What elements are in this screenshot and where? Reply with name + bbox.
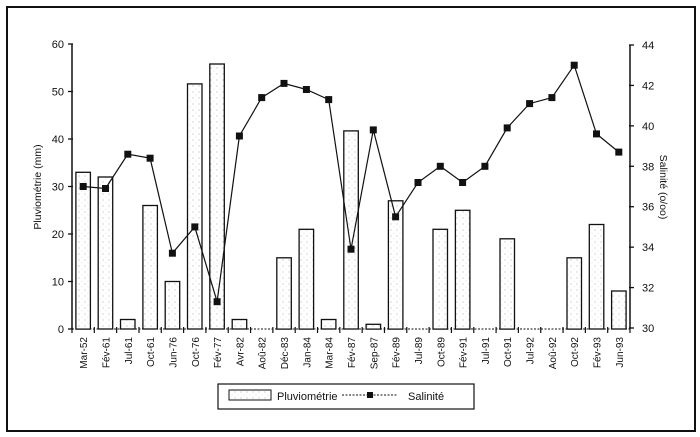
x-tick-label: Jul-61 bbox=[124, 337, 135, 365]
x-tick-label: Jan-84 bbox=[302, 337, 313, 368]
y-tick-label: 30 bbox=[52, 182, 64, 194]
salinite-marker-Oct-89 bbox=[436, 162, 444, 170]
bar-Oct-76 bbox=[186, 83, 203, 330]
salinite-marker-Fév-93 bbox=[593, 130, 600, 138]
y2-tick-label: 40 bbox=[642, 121, 654, 133]
y2-tick-label: 32 bbox=[642, 283, 654, 295]
x-tick-label: Avr-82 bbox=[235, 337, 246, 367]
salinite-marker-Fév-77 bbox=[213, 298, 221, 306]
x-tick-label: Fév-91 bbox=[459, 337, 470, 369]
salinite-marker-Jun-93 bbox=[615, 148, 623, 156]
x-tick-label: Aoû-92 bbox=[548, 337, 559, 370]
x-tick-label: Sep-87 bbox=[369, 337, 380, 370]
bar-Fév-93 bbox=[588, 223, 605, 330]
bar-Déc-83 bbox=[276, 257, 292, 330]
x-tick-label: Jul-91 bbox=[481, 337, 492, 365]
bar-Fév-91 bbox=[454, 209, 471, 330]
salinite-marker-Oct-61 bbox=[146, 154, 154, 162]
y-tick-label: 40 bbox=[52, 134, 64, 146]
category-labels: Mar-52 Fév-61 Jul-61 Oct-61 Jun-76 Oct-76 Fév-… bbox=[79, 337, 626, 370]
legend-label-pluviometrie: Pluviométrie bbox=[277, 391, 338, 403]
pluviometrie-swatch-icon bbox=[228, 389, 272, 401]
bar-Fév-61 bbox=[97, 176, 114, 330]
salinite-marker-Mar-52 bbox=[79, 183, 87, 190]
salinite-marker-Aoû-92 bbox=[548, 94, 556, 102]
y-tick-label: 60 bbox=[52, 39, 64, 51]
y-tick-label: 50 bbox=[52, 87, 64, 99]
x-tick-label: Déc-83 bbox=[280, 337, 291, 370]
x-tick-label: Mar-84 bbox=[325, 337, 336, 369]
bar-Sep-87 bbox=[365, 323, 382, 330]
x-tick-label: Fév-87 bbox=[347, 337, 358, 369]
salinite-marker-Fév-91 bbox=[459, 179, 467, 186]
x-tick-label: Jun-93 bbox=[615, 337, 626, 368]
y2-tick-label: 36 bbox=[642, 202, 654, 214]
salinite-marker-Jan-84 bbox=[302, 86, 310, 93]
salinite-marker-Jul-91 bbox=[481, 162, 489, 170]
bar-Avr-82 bbox=[231, 318, 248, 330]
bar-Fév-87 bbox=[343, 130, 359, 330]
y-tick-label: 20 bbox=[52, 229, 64, 241]
salinite-marker-Fév-89 bbox=[392, 213, 400, 221]
bar-Oct-89 bbox=[432, 228, 449, 330]
x-tick-label: Jul-89 bbox=[414, 337, 425, 365]
x-tick-label: Oct-89 bbox=[436, 337, 447, 367]
legend: Pluviométrie Salinité bbox=[217, 383, 475, 410]
salinite-marker-Aoû-82 bbox=[258, 94, 266, 102]
x-tick-label: Fév-93 bbox=[593, 337, 604, 369]
x-tick-label: Fév-61 bbox=[102, 337, 113, 369]
legend-label-salinite: Salinité bbox=[408, 391, 444, 403]
x-tick-label: Oct-92 bbox=[570, 337, 581, 367]
bar-Oct-61 bbox=[142, 204, 159, 330]
salinite-marker-Jul-92 bbox=[526, 100, 534, 108]
salinite-marker-Mar-84 bbox=[325, 96, 333, 104]
y-tick-label: 10 bbox=[52, 277, 64, 289]
y2-tick-label: 44 bbox=[642, 40, 654, 52]
salinite-marker-Avr-82 bbox=[235, 132, 243, 140]
salinite-marker-Oct-76 bbox=[191, 223, 199, 231]
salinite-marker-Sep-87 bbox=[369, 126, 377, 134]
x-tick-label: Jul-92 bbox=[526, 337, 537, 365]
y-tick-label: 0 bbox=[58, 324, 64, 336]
axes: 0 10 20 30 40 50 60 30 32 34 36 38 40 42 44 bbox=[52, 39, 655, 336]
x-tick-label: Fév-77 bbox=[213, 337, 224, 369]
x-tick-label: Fév-89 bbox=[392, 337, 403, 369]
x-tick-label: Mar-52 bbox=[79, 337, 90, 369]
x-tick-label: Aoû-82 bbox=[258, 337, 269, 370]
pluviometrie-bars bbox=[75, 63, 627, 330]
bar-Mar-52 bbox=[75, 171, 92, 330]
salinite-marker-Jul-89 bbox=[414, 179, 422, 186]
chart-frame bbox=[6, 6, 696, 432]
y2-tick-label: 30 bbox=[642, 323, 654, 335]
salinite-marker-Oct-92 bbox=[570, 61, 578, 69]
salinite-marker-Fév-61 bbox=[102, 185, 109, 192]
bar-Jan-84 bbox=[298, 228, 315, 330]
y2-axis-title: Salinité (o/oo) bbox=[657, 155, 669, 220]
salinite-marker-icon bbox=[367, 392, 373, 398]
y-axis-title: Pluviométrie (mm) bbox=[32, 144, 44, 229]
salinite-marker-Fév-87 bbox=[347, 245, 355, 253]
y2-tick-label: 34 bbox=[642, 242, 654, 254]
x-tick-label: Jun-76 bbox=[168, 337, 179, 368]
salinite-marker-Jun-76 bbox=[168, 249, 176, 257]
salinite-marker-Jul-61 bbox=[124, 150, 132, 158]
bar-Jun-76 bbox=[164, 280, 181, 330]
bar-Mar-84 bbox=[320, 318, 337, 330]
salinite-marker-Déc-83 bbox=[280, 79, 288, 87]
bar-Oct-91 bbox=[499, 238, 516, 330]
bar-Jun-93 bbox=[610, 290, 627, 330]
x-tick-label: Oct-76 bbox=[191, 337, 202, 367]
bar-Jul-61 bbox=[119, 318, 136, 330]
bar-Fév-77 bbox=[209, 63, 225, 330]
salinite-line bbox=[79, 61, 623, 306]
x-tick-label: Oct-61 bbox=[146, 337, 157, 367]
y2-tick-label: 38 bbox=[642, 161, 654, 173]
x-tick-label: Oct-91 bbox=[503, 337, 514, 367]
y2-tick-label: 42 bbox=[642, 80, 654, 92]
bar-Oct-92 bbox=[566, 257, 583, 330]
salinite-marker-Oct-91 bbox=[503, 124, 511, 132]
